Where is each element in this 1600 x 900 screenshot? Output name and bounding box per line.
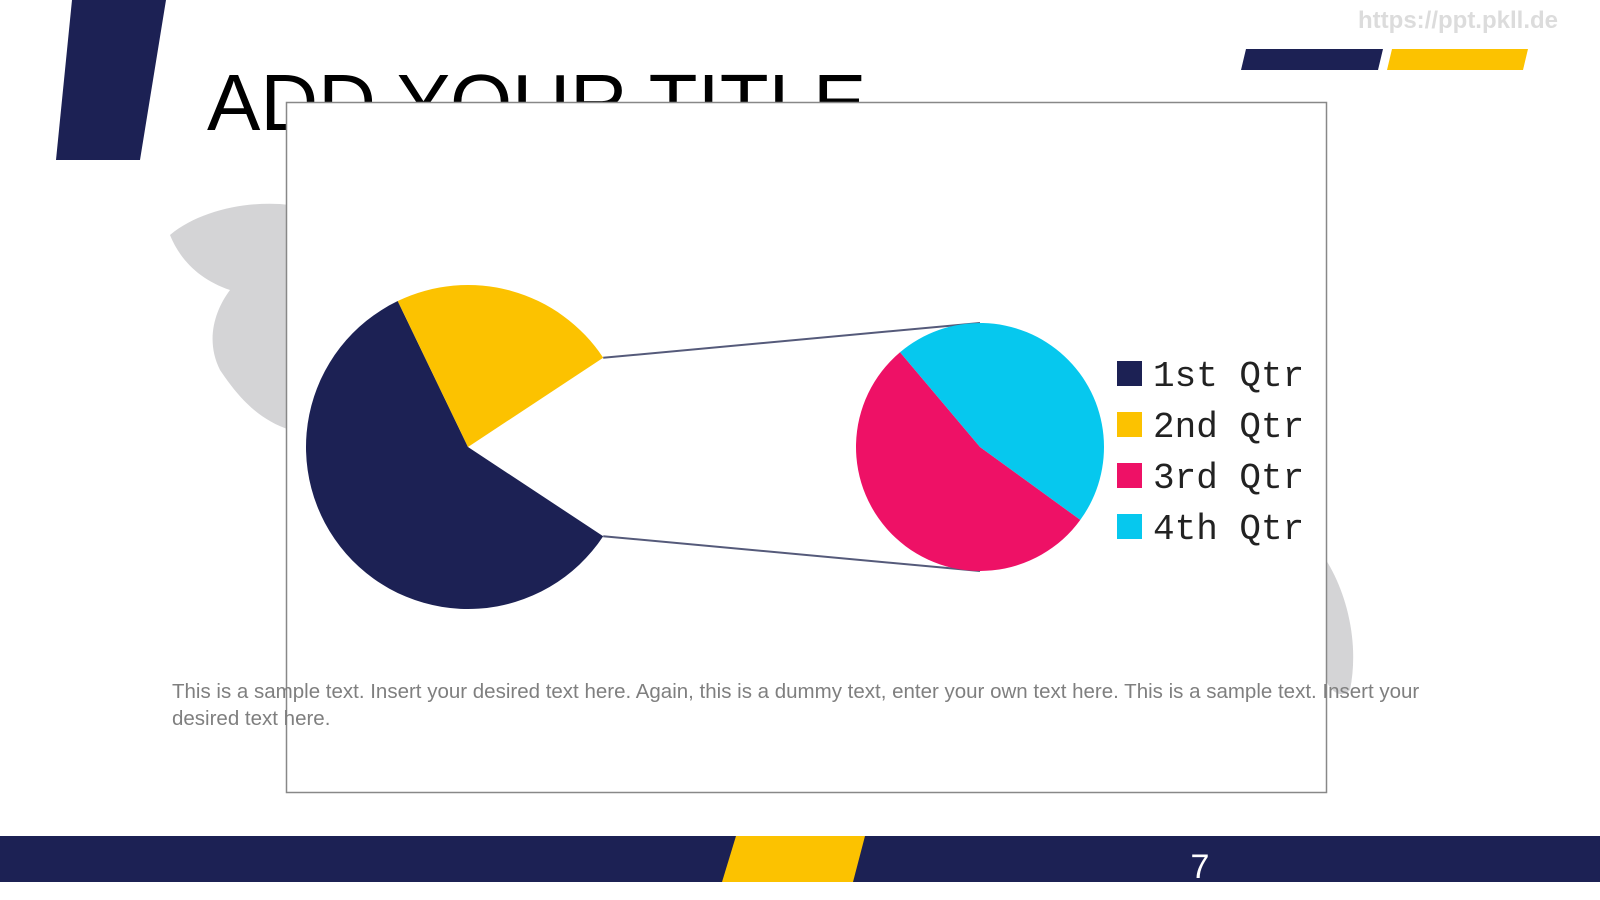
map-decor (170, 203, 1354, 695)
legend-swatch (1117, 463, 1142, 488)
decor (56, 0, 166, 160)
legend-label: 4th Qtr (1153, 509, 1304, 550)
legend-label: 2nd Qtr (1153, 407, 1304, 448)
pie-slice (397, 285, 604, 447)
pie-slice (856, 352, 1081, 571)
decor (1241, 49, 1383, 70)
legend-label: 1st Qtr (1153, 356, 1304, 397)
legend-swatch (1117, 412, 1142, 437)
connector (603, 535, 981, 572)
body-text: This is a sample text. Insert your desir… (172, 680, 1420, 730)
decor (1387, 49, 1528, 70)
legend-label: 3rd Qtr (1153, 458, 1304, 499)
page-number: 7 (1191, 848, 1210, 886)
pie-slice (305, 301, 604, 609)
legend-swatch (1117, 361, 1142, 386)
legend-swatch (1117, 514, 1142, 539)
pie-slice (900, 322, 1105, 520)
chart: 1st Qtr 2nd Qtr 3rd Qtr 4th Qtr (305, 285, 1304, 609)
decor (722, 836, 865, 882)
connector (603, 322, 981, 359)
watermark: https://ppt.pkll.de (1358, 7, 1558, 34)
